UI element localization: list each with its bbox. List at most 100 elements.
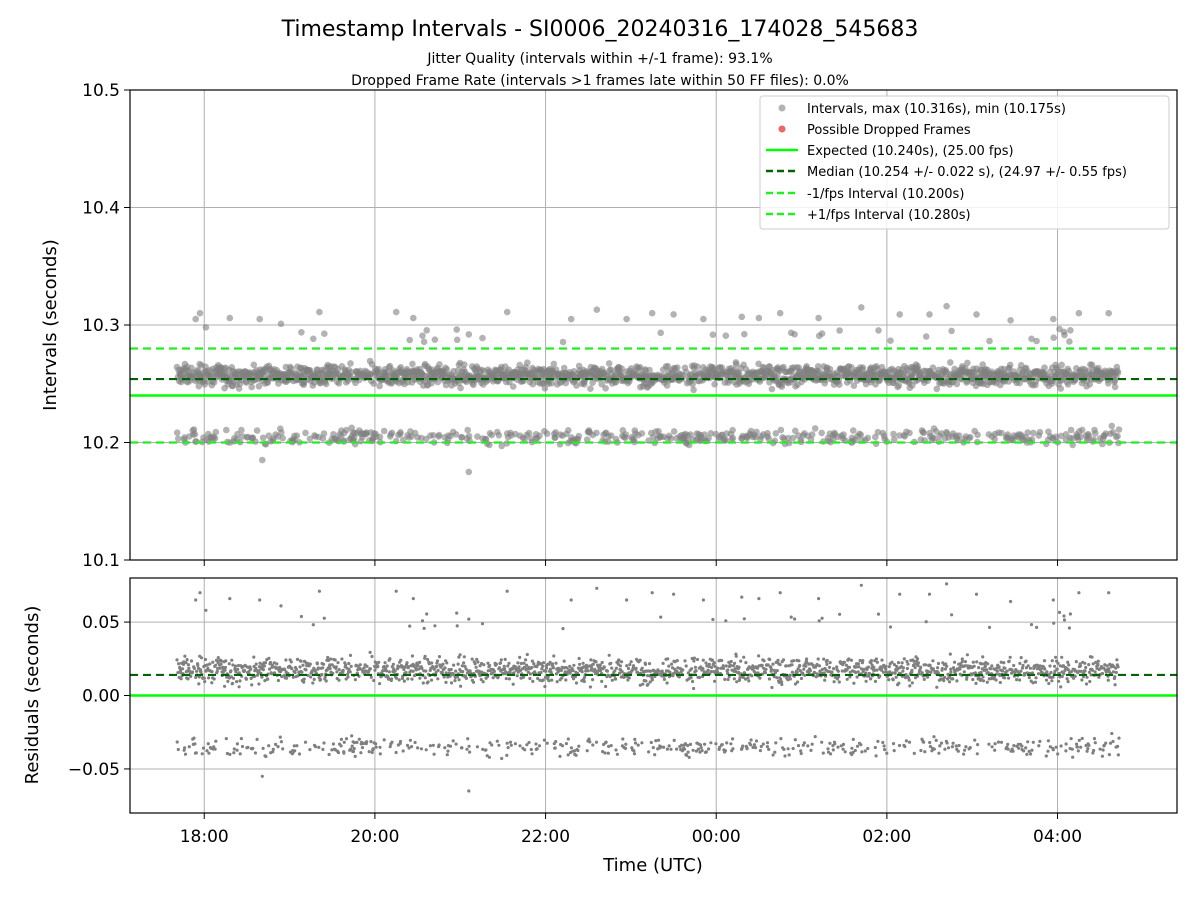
residual-point: [1079, 745, 1083, 749]
residual-point: [841, 742, 846, 747]
residual-point: [484, 748, 488, 752]
residual-point: [410, 654, 414, 658]
residual-point: [1026, 664, 1030, 668]
interval-point: [212, 428, 220, 436]
interval-point: [753, 428, 760, 436]
residual-point: [448, 744, 453, 748]
interval-point: [857, 431, 865, 439]
residual-point: [572, 663, 576, 667]
interval-point: [1114, 369, 1122, 376]
residual-point: [698, 743, 703, 747]
interval-point: [430, 432, 437, 439]
residual-point: [733, 667, 737, 671]
residual-point: [517, 665, 521, 669]
residual-point: [828, 741, 832, 745]
residual-point: [502, 664, 506, 668]
residual-point: [600, 660, 604, 665]
residual-point: [813, 671, 817, 675]
residual-point: [906, 662, 910, 666]
legend-frame: [759, 95, 1170, 230]
residual-point: [480, 670, 484, 674]
residual-point: [387, 670, 391, 674]
interval-point: [565, 427, 572, 434]
residual-point: [769, 667, 774, 672]
residual-point: [704, 661, 708, 665]
residual-point: [187, 745, 191, 749]
residual-point: [232, 751, 236, 755]
residual-point: [1078, 664, 1083, 668]
residual-point: [844, 663, 849, 667]
residual-point: [684, 664, 688, 668]
residual-point: [508, 670, 512, 675]
residual-point: [1000, 669, 1005, 673]
interval-point: [202, 324, 210, 331]
interval-point: [1102, 430, 1109, 437]
residual-point: [1090, 655, 1094, 659]
residual-point: [609, 661, 613, 665]
interval-point: [1114, 432, 1121, 440]
residual-point: [1092, 748, 1096, 753]
residual-point: [371, 747, 375, 751]
interval-point: [238, 426, 245, 434]
residual-point: [290, 667, 294, 671]
interval-point: [293, 432, 301, 440]
residual-point: [805, 657, 809, 661]
interval-point: [350, 434, 358, 442]
residual-point: [678, 666, 682, 671]
residual-point: [737, 678, 742, 683]
residual-point: [793, 617, 797, 621]
residual-point: [219, 662, 223, 666]
residual-point: [275, 662, 279, 666]
residual-point: [873, 745, 877, 750]
residual-point: [176, 747, 180, 752]
residual-point: [566, 753, 570, 757]
residual-point: [1101, 748, 1105, 752]
intervals-ylabel: Intervals (seconds): [40, 239, 61, 411]
residual-point: [464, 667, 468, 671]
residual-point: [770, 685, 774, 690]
residual-point: [985, 668, 989, 672]
interval-point: [974, 431, 981, 439]
residual-point: [390, 740, 394, 744]
residual-point: [391, 662, 395, 666]
residual-point: [689, 676, 693, 680]
interval-point: [423, 327, 431, 334]
residual-point: [825, 662, 829, 667]
interval-point: [690, 386, 697, 394]
interval-point: [791, 331, 798, 338]
residual-point: [407, 665, 411, 669]
residual-point: [321, 747, 325, 752]
residual-point: [543, 675, 548, 679]
interval-point: [785, 439, 793, 447]
residual-point: [665, 747, 670, 751]
residual-point: [713, 679, 717, 683]
residual-point: [636, 743, 640, 747]
interval-point: [420, 338, 428, 346]
residual-point: [1029, 752, 1033, 756]
residual-point: [951, 741, 955, 745]
residual-point: [621, 737, 625, 741]
residual-point: [595, 586, 599, 590]
residual-point: [945, 582, 949, 586]
residual-point: [872, 668, 877, 673]
residual-point: [213, 747, 217, 751]
residual-point: [1079, 669, 1083, 674]
residual-point: [668, 670, 672, 675]
residual-point: [1051, 598, 1055, 602]
residual-point: [198, 591, 202, 595]
residual-point: [183, 746, 187, 750]
residual-point: [389, 677, 394, 681]
legend-entry: +1/fps Interval (10.280s): [807, 208, 971, 223]
interval-point: [278, 429, 285, 436]
interval-point: [755, 314, 763, 322]
residual-point: [1073, 674, 1077, 678]
residual-point: [255, 737, 259, 742]
residual-point: [703, 742, 707, 746]
residual-point: [505, 589, 509, 593]
residual-point: [367, 750, 371, 754]
residual-point: [829, 752, 833, 756]
residual-point: [707, 662, 711, 666]
residual-point: [257, 682, 261, 686]
chart-subtitle-dropped: Dropped Frame Rate (intervals >1 frames …: [351, 73, 849, 89]
residual-point: [214, 658, 218, 662]
